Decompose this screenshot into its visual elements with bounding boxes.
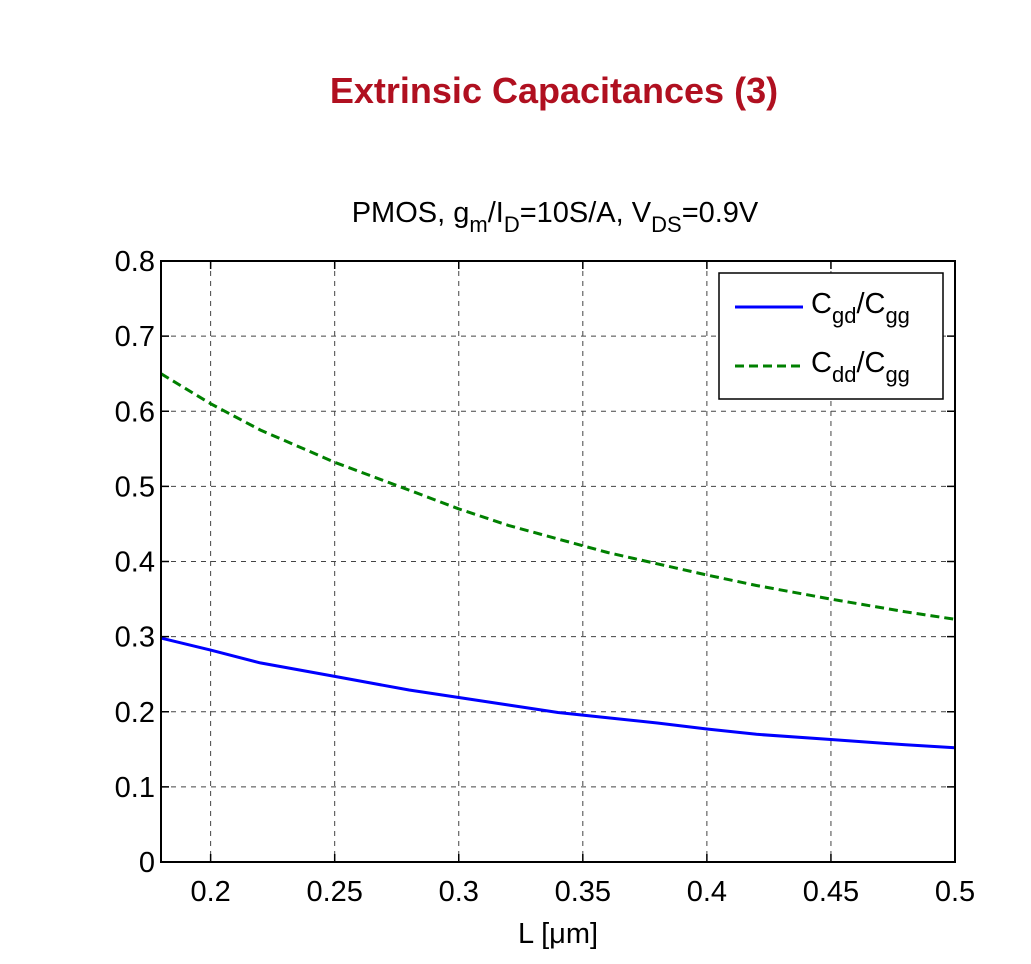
x-tick-label: 0.2 bbox=[190, 876, 230, 908]
y-tick-label: 0 bbox=[139, 847, 155, 879]
title-sub-m: m bbox=[469, 212, 487, 237]
y-tick-label: 0.6 bbox=[115, 396, 155, 428]
title-part-3: =10S/A, V bbox=[520, 197, 652, 229]
x-tick-label: 0.5 bbox=[935, 876, 975, 908]
y-tick-label: 0.4 bbox=[115, 547, 155, 579]
slide-title: Extrinsic Capacitances (3) bbox=[329, 70, 779, 111]
title-part-2: /I bbox=[488, 197, 504, 229]
x-tick-label: 0.45 bbox=[803, 876, 859, 908]
title-part-4: =0.9V bbox=[682, 197, 759, 229]
legend-label-cdd: Cdd/Cgg bbox=[811, 347, 910, 387]
series-line-cdd bbox=[160, 372, 956, 621]
x-tick-label: 0.35 bbox=[555, 876, 611, 908]
series-line-cgd bbox=[160, 636, 956, 750]
y-tick-label: 0.7 bbox=[115, 321, 155, 353]
y-tick-label: 0.5 bbox=[115, 471, 155, 503]
series-lines bbox=[160, 372, 956, 750]
legend: Cgd/Cgg Cdd/Cgg bbox=[718, 272, 944, 400]
tick-labels: 0.2 0.25 0.3 0.35 0.4 0.45 0.5 0 0.1 0.2 0.3 0.4 0.5… bbox=[115, 246, 975, 908]
y-tick-label: 0.2 bbox=[115, 697, 155, 729]
legend-box bbox=[718, 272, 944, 400]
y-tick-label: 0.1 bbox=[115, 772, 155, 804]
x-tick-label: 0.25 bbox=[306, 876, 362, 908]
title-sub-d: D bbox=[504, 212, 520, 237]
title-sub-ds: DS bbox=[651, 212, 682, 237]
x-axis-label: L [μm] bbox=[518, 918, 598, 950]
x-tick-label: 0.4 bbox=[687, 876, 727, 908]
chart-title: PMOS, gm/ID=10S/A, VDS=0.9V bbox=[352, 197, 759, 237]
ticks bbox=[161, 260, 956, 863]
y-tick-label: 0.8 bbox=[115, 246, 155, 278]
x-tick-label: 0.3 bbox=[439, 876, 479, 908]
legend-label-cgd: Cgd/Cgg bbox=[811, 288, 910, 328]
y-tick-label: 0.3 bbox=[115, 622, 155, 654]
title-part-1: PMOS, g bbox=[352, 197, 470, 229]
